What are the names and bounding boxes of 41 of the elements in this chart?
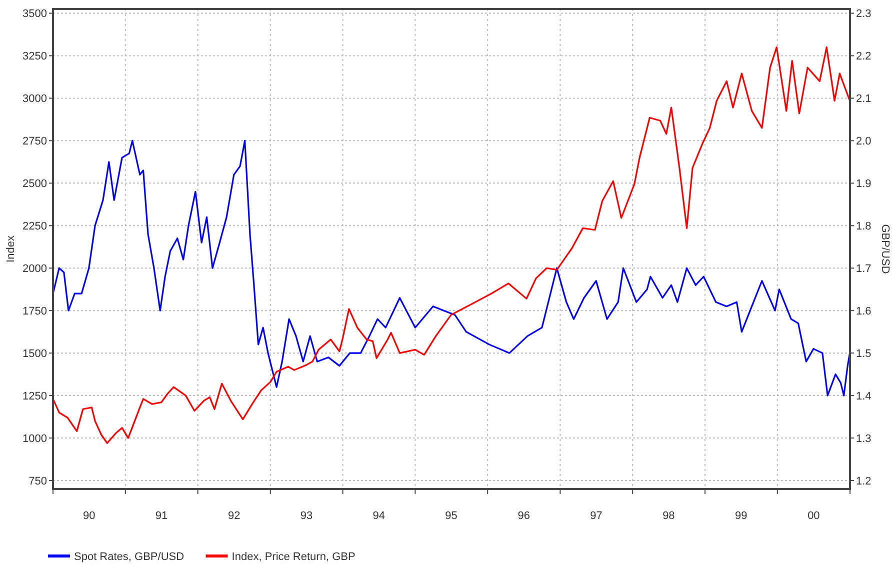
x-tick-label: 98: [662, 510, 675, 522]
y-axis-title: Index: [5, 235, 17, 262]
y-tick-label: 3000: [22, 93, 47, 106]
y2-tick-label: 1.9: [856, 178, 872, 190]
legend-label: Spot Rates, GBP/USD: [74, 551, 184, 563]
x-tick-label: 99: [734, 510, 748, 522]
y2-tick-label: 1.8: [856, 220, 872, 233]
x-tick-label: 91: [155, 510, 168, 522]
line-series: [52, 46, 851, 444]
y2-tick-label: 1.6: [856, 306, 872, 318]
y-tick-label: 1250: [22, 390, 47, 403]
y2-tick-label: 1.2: [856, 476, 872, 488]
legend-label: Index, Price Return, GBP: [232, 551, 356, 563]
y-tick-label: 2750: [22, 136, 47, 148]
y-tick-label: 3500: [22, 8, 47, 20]
y2-tick-label: 2.0: [856, 136, 872, 148]
x-tick-label: 96: [518, 510, 530, 522]
y2-tick-label: 1.7: [856, 263, 872, 276]
x-tick-label: 90: [82, 510, 96, 522]
x-tick-label: 00: [808, 510, 820, 522]
y-tick-label: 1500: [22, 348, 47, 360]
x-tick-label: 92: [228, 510, 240, 522]
y2-tick-label: 1.5: [856, 348, 872, 360]
y-tick-label: 1750: [22, 306, 47, 318]
y-tick-label: 3250: [22, 50, 47, 63]
y-tick-label: 2500: [22, 178, 47, 190]
line-series: [52, 140, 851, 396]
y-tick-label: 750: [28, 476, 47, 488]
y2-tick-label: 1.3: [856, 433, 872, 446]
y2-tick-label: 2.3: [856, 8, 872, 20]
x-tick-label: 95: [445, 510, 458, 522]
y-tick-label: 2000: [22, 263, 47, 276]
x-tick-label: 97: [590, 510, 602, 522]
y-tick-label: 1000: [22, 433, 47, 446]
x-tick-label: 93: [300, 510, 313, 522]
y2-axis-title: GBP/USD: [879, 224, 891, 274]
x-tick-label: 94: [372, 510, 386, 522]
y2-tick-label: 1.4: [856, 390, 872, 403]
y2-tick-label: 2.2: [856, 50, 872, 63]
y-tick-label: 2250: [22, 220, 47, 233]
y2-tick-label: 2.1: [856, 93, 872, 106]
